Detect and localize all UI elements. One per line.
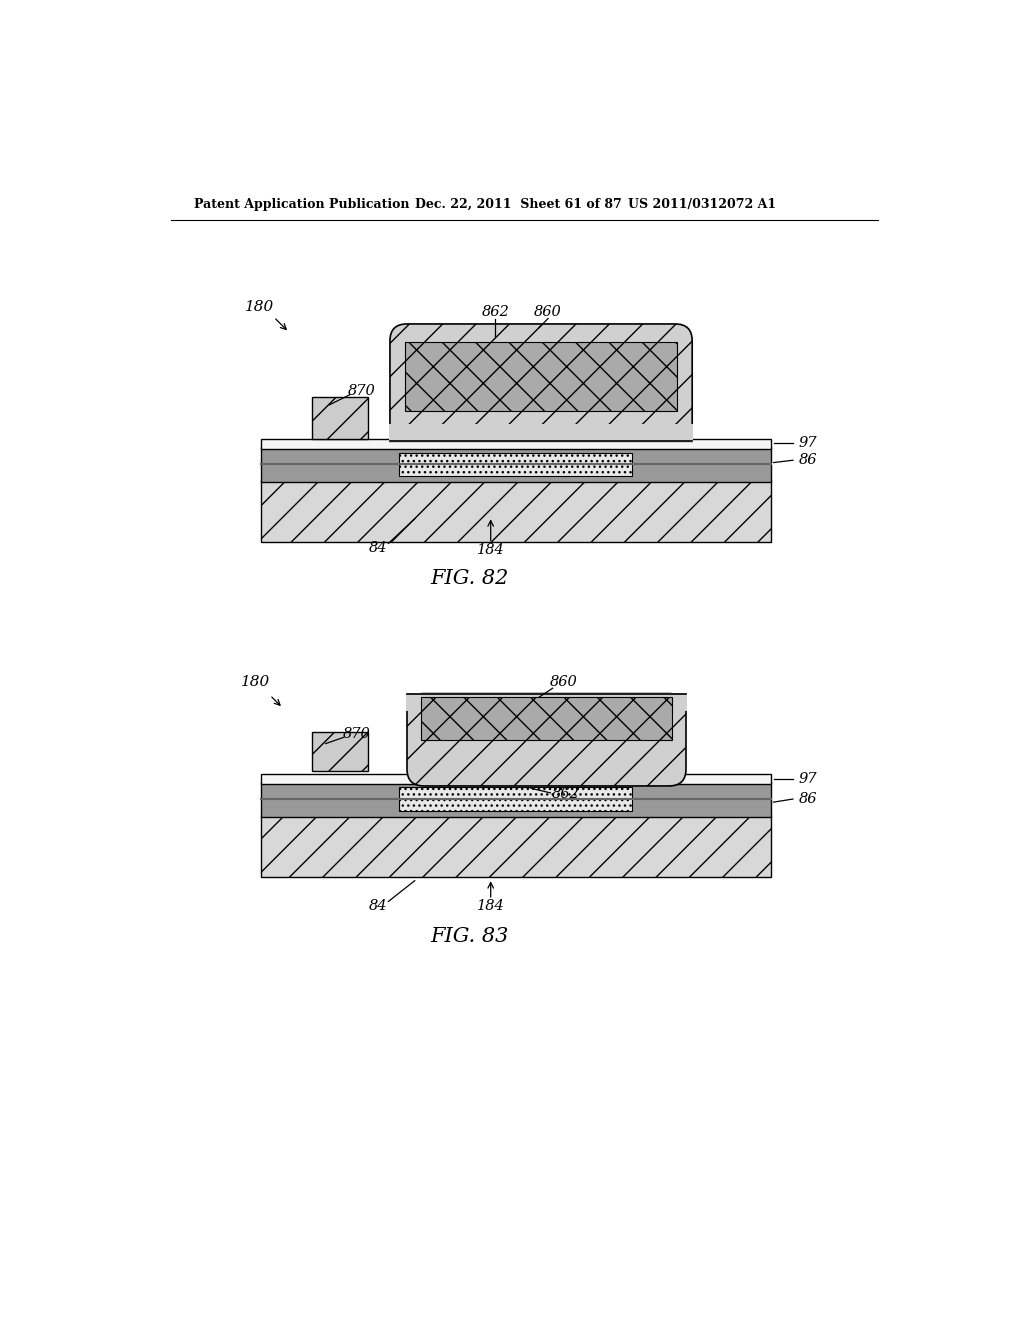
Bar xyxy=(312,733,369,771)
Text: 860: 860 xyxy=(535,305,562,319)
Bar xyxy=(406,342,677,411)
Text: 84: 84 xyxy=(369,899,387,913)
Text: FIG. 82: FIG. 82 xyxy=(430,569,508,587)
Bar xyxy=(261,480,771,541)
Text: US 2011/0312072 A1: US 2011/0312072 A1 xyxy=(628,198,776,211)
Bar xyxy=(261,440,771,449)
Bar xyxy=(261,781,771,817)
Bar xyxy=(421,697,672,739)
Text: 184: 184 xyxy=(477,899,505,913)
FancyBboxPatch shape xyxy=(390,323,692,441)
Text: 97: 97 xyxy=(799,437,817,450)
Text: 860: 860 xyxy=(550,675,578,689)
Bar xyxy=(399,453,632,475)
Text: 184: 184 xyxy=(477,543,505,557)
Text: 97: 97 xyxy=(799,772,817,785)
Text: Dec. 22, 2011  Sheet 61 of 87: Dec. 22, 2011 Sheet 61 of 87 xyxy=(415,198,622,211)
Bar xyxy=(399,788,632,810)
FancyBboxPatch shape xyxy=(407,693,686,785)
Text: 870: 870 xyxy=(343,727,371,742)
Bar xyxy=(261,816,771,876)
Text: 86: 86 xyxy=(799,792,817,807)
Text: FIG. 83: FIG. 83 xyxy=(430,928,508,946)
Text: 870: 870 xyxy=(348,384,376,397)
Text: 862: 862 xyxy=(481,305,509,319)
Bar xyxy=(389,424,693,442)
Text: 180: 180 xyxy=(245,300,274,314)
Text: 862: 862 xyxy=(552,788,580,801)
Bar xyxy=(261,775,771,784)
Text: 180: 180 xyxy=(242,675,270,689)
Bar xyxy=(407,693,687,711)
Text: 84: 84 xyxy=(369,541,387,554)
Bar xyxy=(261,447,771,482)
Bar xyxy=(312,397,369,440)
Text: 86: 86 xyxy=(799,453,817,467)
Text: Patent Application Publication: Patent Application Publication xyxy=(194,198,410,211)
